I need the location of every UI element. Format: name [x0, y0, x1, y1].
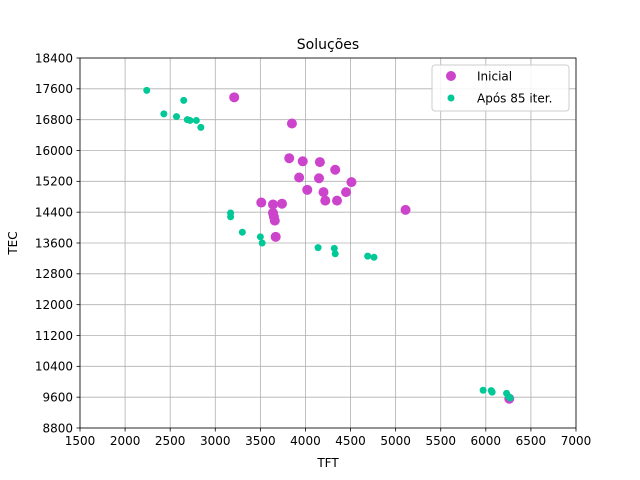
point-inicial — [297, 156, 308, 167]
point-apos-85-iter — [506, 394, 514, 402]
x-tick-label: 5500 — [425, 434, 456, 448]
point-apos-85-iter — [180, 96, 188, 104]
x-tick-label: 2500 — [155, 434, 186, 448]
x-tick-label: 4500 — [335, 434, 366, 448]
point-apos-85-iter — [488, 388, 496, 396]
x-tick-label: 3000 — [200, 434, 231, 448]
point-apos-85-iter — [186, 116, 194, 124]
legend-marker-apos-85-iter — [447, 94, 455, 102]
legend-box — [431, 64, 570, 112]
x-tick-label: 6000 — [471, 434, 502, 448]
point-apos-85-iter — [331, 250, 339, 258]
point-apos-85-iter — [479, 386, 487, 394]
point-inicial — [341, 187, 352, 198]
point-apos-85-iter — [314, 244, 322, 252]
legend: Inicial Após 85 iter. — [431, 64, 570, 112]
x-tick-label: 3500 — [245, 434, 276, 448]
x-tick-label: 5000 — [380, 434, 411, 448]
point-inicial — [314, 157, 325, 168]
point-inicial — [277, 198, 288, 209]
point-apos-85-iter — [143, 86, 151, 94]
point-inicial — [313, 173, 324, 184]
point-inicial — [330, 164, 341, 175]
x-tick-label: 6500 — [516, 434, 547, 448]
legend-label-apos-85-iter: Após 85 iter. — [477, 92, 552, 106]
grid-lines — [79, 57, 577, 429]
point-inicial — [269, 215, 280, 226]
point-inicial — [294, 172, 305, 183]
y-tick-label: 10400 — [35, 360, 73, 374]
legend-marker-inicial — [446, 71, 456, 81]
y-tick-label: 9600 — [42, 390, 73, 404]
point-inicial — [400, 204, 411, 215]
point-apos-85-iter — [197, 123, 205, 131]
y-tick-label: 14400 — [35, 205, 73, 219]
point-inicial — [302, 184, 313, 195]
data-points — [143, 86, 515, 404]
y-tick-label: 16800 — [35, 113, 73, 127]
point-apos-85-iter — [227, 213, 235, 221]
y-axis-ticks: 8800 9600 10400 11200 12000 12800 13600 14400 15… — [35, 51, 80, 435]
point-inicial — [256, 197, 267, 208]
point-inicial — [267, 199, 278, 210]
chart-title: Soluções — [297, 37, 359, 53]
point-apos-85-iter — [370, 253, 378, 261]
point-apos-85-iter — [258, 239, 266, 247]
x-tick-label: 4000 — [290, 434, 321, 448]
y-tick-label: 12800 — [35, 267, 73, 281]
point-apos-85-iter — [364, 252, 372, 260]
point-apos-85-iter — [160, 110, 168, 118]
y-axis-label: TEC — [6, 231, 20, 255]
y-tick-label: 17600 — [35, 82, 73, 96]
point-apos-85-iter — [256, 233, 264, 241]
point-inicial — [320, 195, 331, 206]
x-axis-label: TFT — [316, 456, 339, 470]
x-axis-ticks: 1500 2000 2500 3000 3500 4000 4500 5000 5500 6000… — [65, 428, 592, 448]
x-tick-label: 7000 — [561, 434, 592, 448]
y-tick-label: 13600 — [35, 236, 73, 250]
point-apos-85-iter — [330, 244, 338, 252]
x-tick-label: 1500 — [65, 434, 96, 448]
point-inicial — [284, 153, 295, 164]
legend-label-inicial: Inicial — [477, 70, 512, 84]
point-inicial — [286, 118, 297, 129]
y-tick-label: 8800 — [42, 421, 73, 435]
point-inicial — [346, 177, 357, 188]
y-tick-label: 11200 — [35, 329, 73, 343]
point-apos-85-iter — [238, 228, 246, 236]
point-inicial — [332, 195, 343, 206]
point-apos-85-iter — [172, 113, 180, 121]
x-tick-label: 2000 — [110, 434, 141, 448]
point-apos-85-iter — [192, 116, 200, 124]
y-tick-label: 12000 — [35, 298, 73, 312]
point-inicial — [270, 231, 281, 242]
y-tick-label: 15200 — [35, 175, 73, 189]
point-inicial — [229, 92, 240, 103]
point-inicial — [318, 187, 329, 198]
y-tick-label: 16000 — [35, 144, 73, 158]
y-tick-label: 18400 — [35, 51, 73, 65]
